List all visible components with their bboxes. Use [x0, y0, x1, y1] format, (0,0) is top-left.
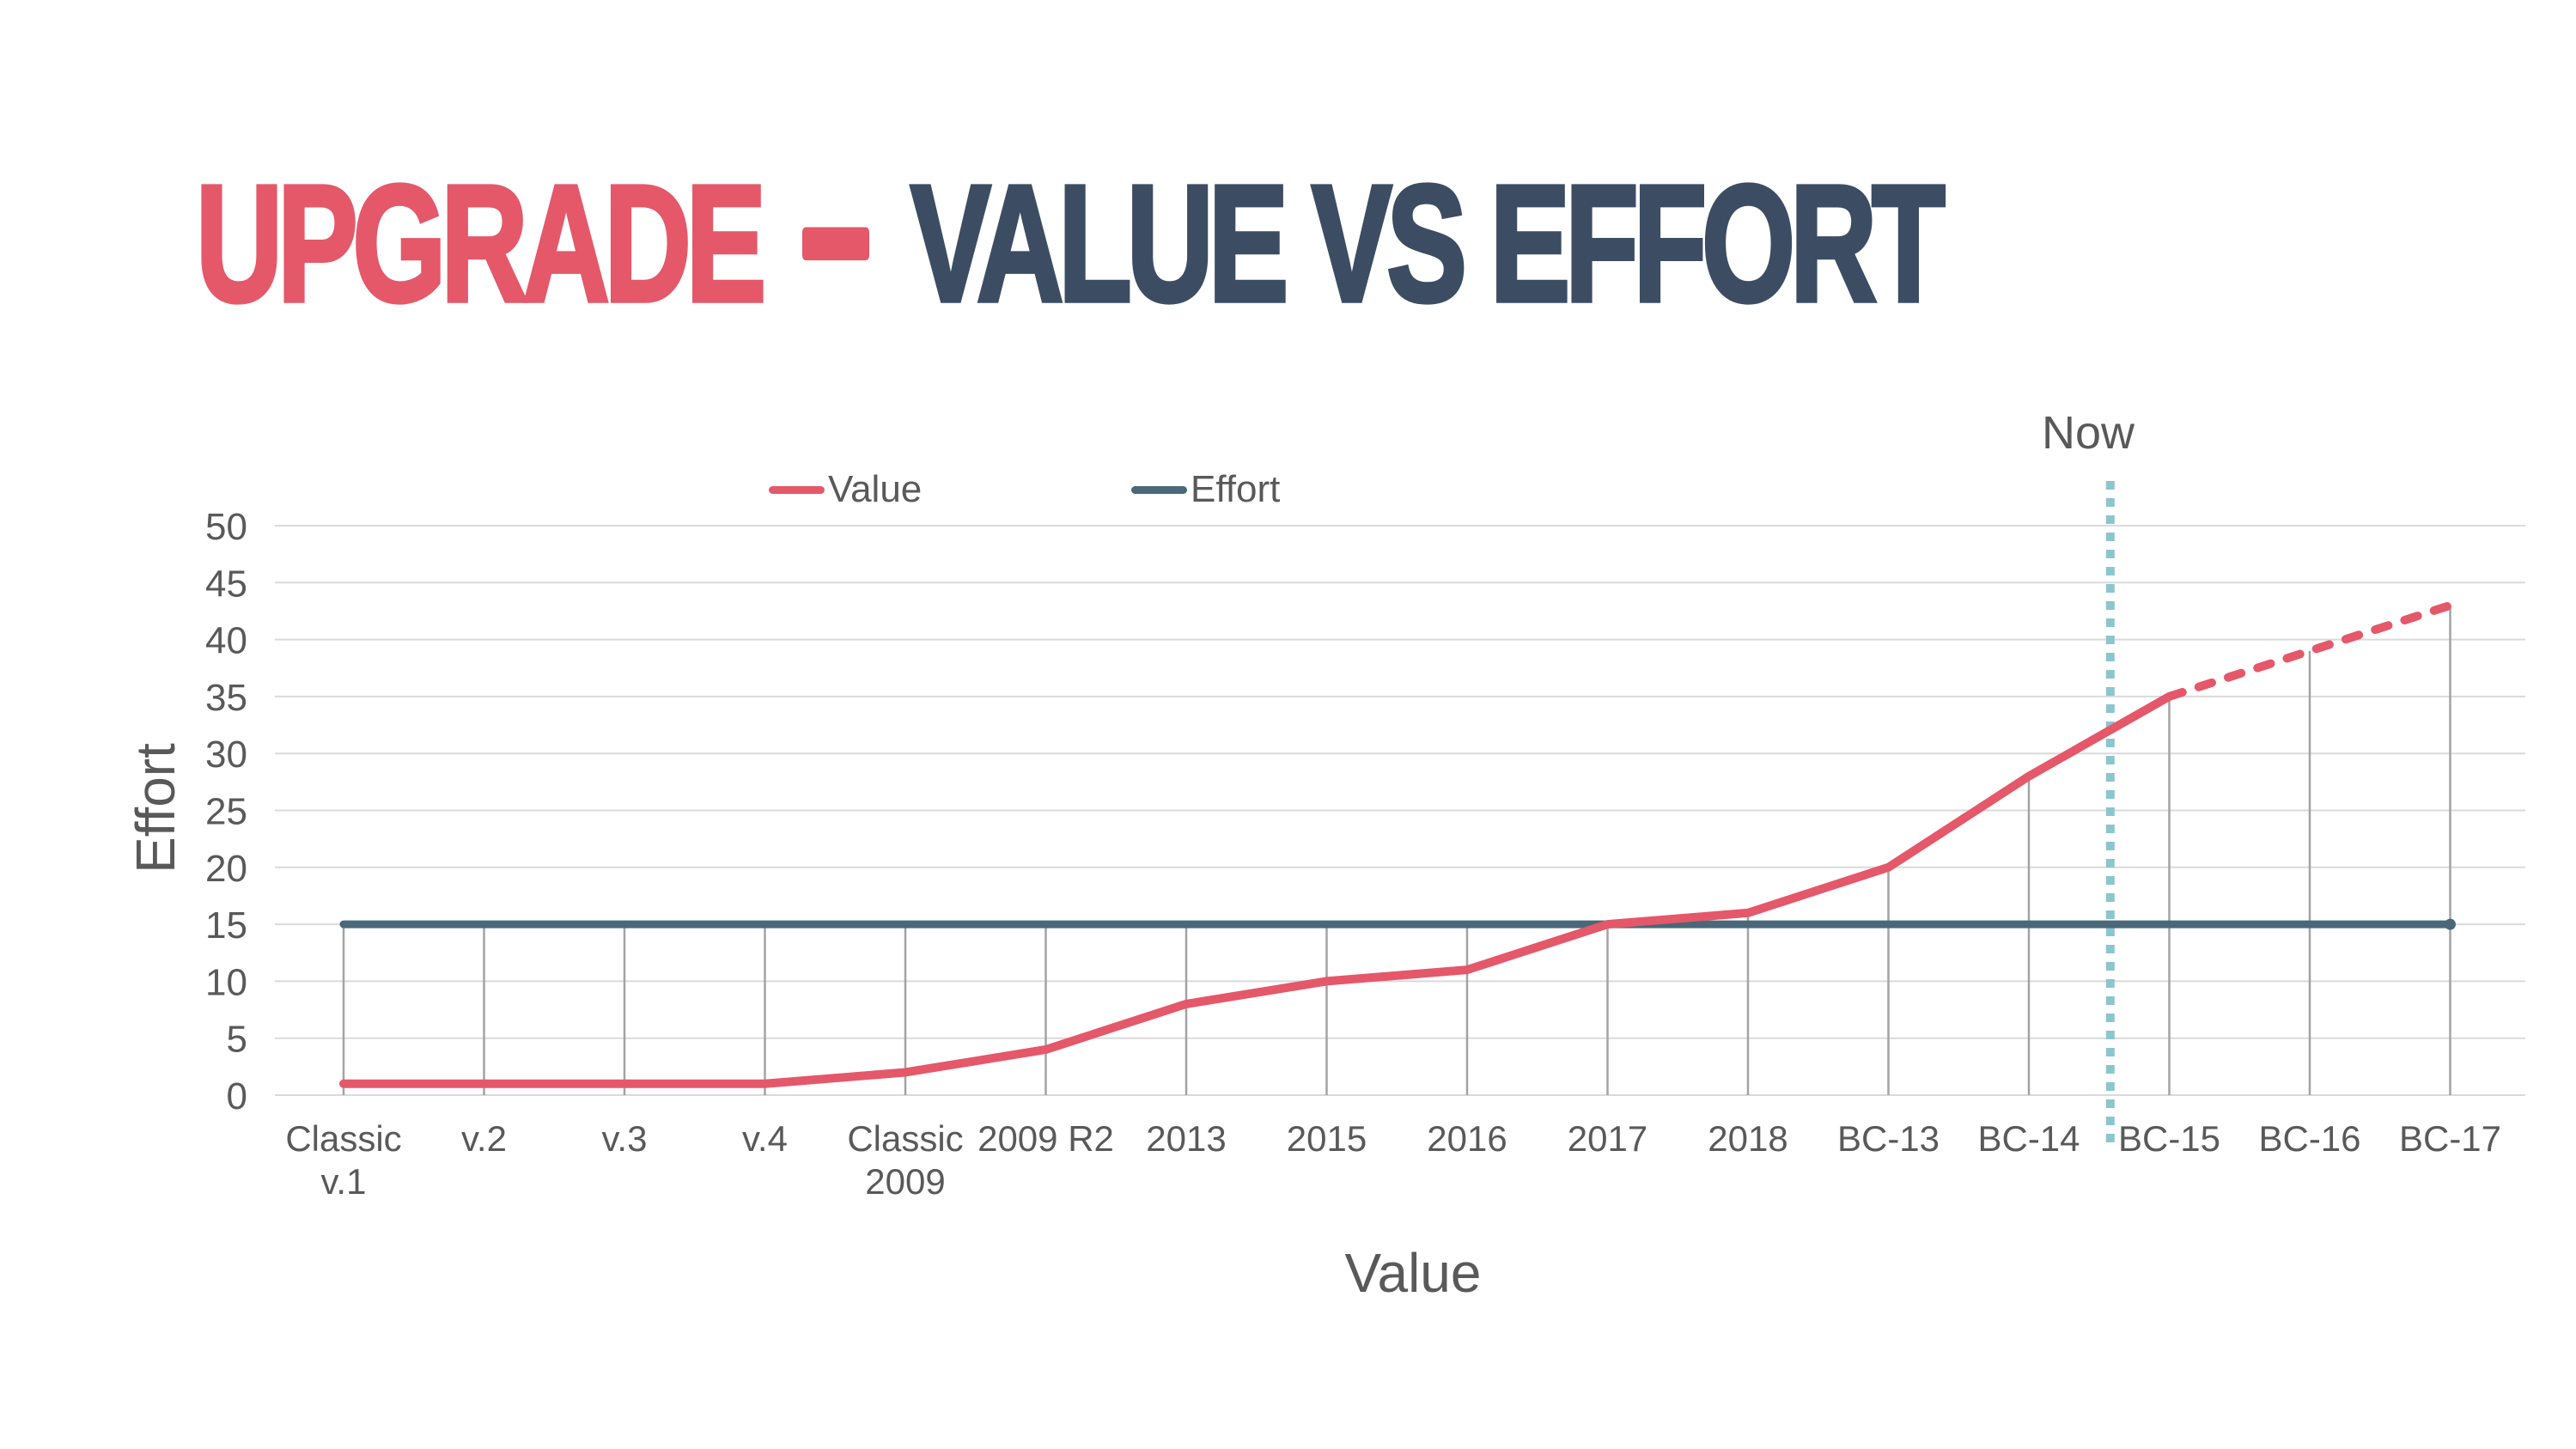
x-tick-label: 2018 [1708, 1118, 1787, 1159]
value-line-dashed-projection [2165, 600, 2455, 701]
y-tick-label: 40 [205, 620, 247, 662]
title-dash-icon [802, 227, 870, 261]
y-tick-label: 30 [205, 734, 247, 776]
x-tick-label: 2009 R2 [977, 1118, 1114, 1159]
x-tick-label: Classic 2009 [847, 1118, 963, 1202]
y-tick-label: 45 [205, 563, 247, 605]
y-tick-label: 15 [205, 904, 247, 947]
title-upgrade-text: UPGRADE [194, 148, 768, 338]
legend-label-effort: Effort [1191, 468, 1281, 510]
y-tick-label: 0 [227, 1075, 247, 1117]
x-axis-title: Value [1344, 1242, 1482, 1304]
x-tick-label: Classic v.1 [285, 1118, 401, 1202]
slide-title: UPGRADE VALUE VS EFFORT [194, 148, 1947, 340]
x-tick-label: BC-17 [2399, 1118, 2501, 1159]
y-tick-label: 5 [227, 1019, 247, 1061]
x-tick-label: v.2 [461, 1118, 507, 1159]
y-tick-label: 25 [205, 791, 247, 833]
y-tick-label: 50 [205, 506, 247, 548]
x-tick-label: v.4 [742, 1118, 788, 1159]
legend-label-value: Value [828, 468, 923, 510]
x-tick-label: BC-13 [1837, 1118, 1940, 1159]
x-tick-label: 2013 [1146, 1118, 1226, 1159]
value-line-swatch-icon [769, 485, 825, 494]
effort-line-end-dot [2445, 918, 2456, 930]
x-tick-label: BC-16 [2258, 1118, 2360, 1159]
x-tick-label: 2016 [1427, 1118, 1507, 1159]
x-tick-label: BC-15 [2118, 1118, 2220, 1159]
now-annotation-label: Now [2042, 407, 2135, 459]
y-tick-label: 20 [205, 848, 247, 890]
x-tick-label: 2015 [1287, 1118, 1367, 1159]
legend-item-value: Value [769, 468, 922, 511]
value-line-solid [339, 691, 2174, 1088]
x-tick-label: BC-14 [1977, 1118, 2080, 1159]
x-tick-label: 2017 [1568, 1118, 1647, 1159]
y-tick-label: 10 [205, 961, 247, 1003]
effort-line-swatch-icon [1131, 485, 1187, 494]
y-tick-label: 35 [205, 677, 247, 719]
legend-item-effort: Effort [1131, 468, 1280, 511]
x-tick-label: v.3 [602, 1118, 648, 1159]
title-value-vs-effort-text: VALUE VS EFFORT [909, 148, 1947, 338]
